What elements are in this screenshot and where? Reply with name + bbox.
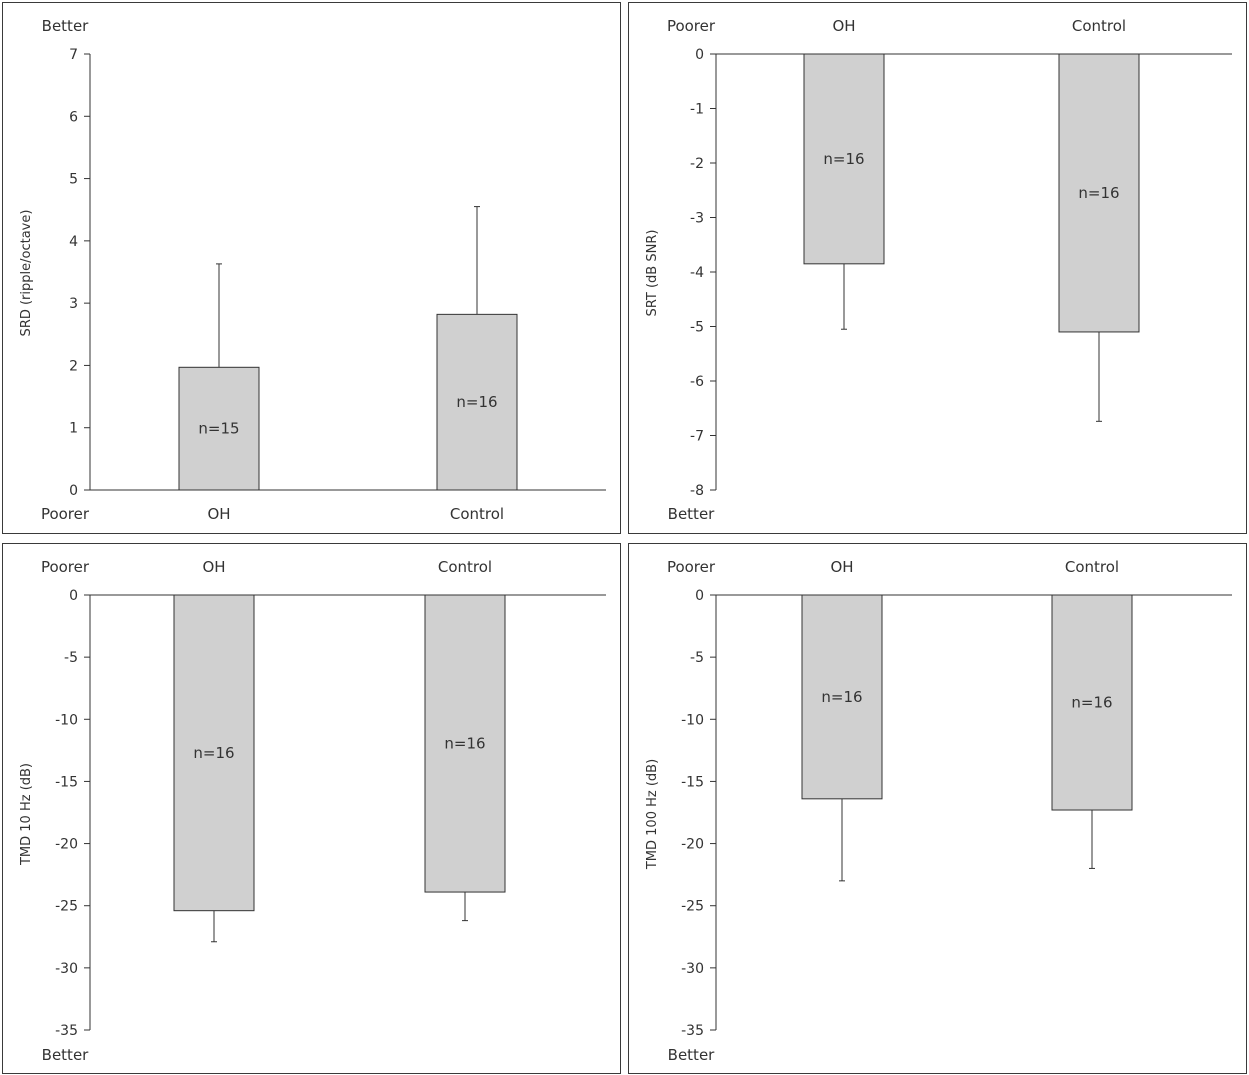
direction-label-top: Poorer [667, 17, 716, 35]
direction-label-bottom: Better [42, 1046, 90, 1064]
bar-n-label: n=16 [444, 735, 485, 753]
bar-n-label: n=16 [821, 688, 862, 706]
y-tick-label: -7 [690, 429, 704, 445]
y-tick-label: -15 [681, 774, 704, 790]
bar-control [1051, 594, 1133, 811]
y-tick-label: 5 [69, 172, 78, 188]
y-tick-label: -4 [690, 265, 704, 281]
bar-control [1058, 53, 1140, 333]
direction-label-bottom: Poorer [41, 505, 90, 523]
y-tick-label: -20 [55, 837, 78, 853]
direction-label-top: Better [42, 17, 90, 35]
bar-oh [803, 53, 885, 265]
bar-n-label: n=16 [823, 150, 864, 168]
y-axis-title: SRD (ripple/octave) [19, 210, 34, 337]
y-tick-label: -10 [681, 712, 704, 728]
y-tick-label: -30 [55, 961, 78, 977]
y-tick-label: -20 [681, 837, 704, 853]
category-label-control: Control [1065, 558, 1119, 576]
category-label-control: Control [438, 558, 492, 576]
chart-tmd-100hz: 0 -5 -10 -15 -20 -25 -30 -35 TMD 100 Hz (dB) Poor… [645, 558, 1232, 1064]
category-label-oh: OH [830, 558, 853, 576]
y-tick-label: 2 [69, 358, 78, 374]
y-tick-label: 4 [69, 234, 78, 250]
y-tick-label: 7 [69, 47, 78, 63]
y-tick-label: -25 [55, 899, 78, 915]
y-tick-label: 1 [69, 421, 78, 437]
category-label-oh: OH [202, 558, 225, 576]
bar-oh [178, 366, 260, 491]
direction-label-top: Poorer [667, 558, 716, 576]
y-tick-label: -35 [55, 1023, 78, 1039]
y-tick-label: -30 [681, 961, 704, 977]
y-axis-title: SRT (dB SNR) [645, 230, 660, 317]
y-axis-title: TMD 10 Hz (dB) [19, 763, 34, 866]
y-tick-label: 6 [69, 109, 78, 125]
bar-n-label: n=15 [198, 420, 239, 438]
category-label-control: Control [1072, 17, 1126, 35]
chart-srt: 0 -1 -2 -3 -4 -5 -6 -7 -8 SRT (dB SNR) Poorer Bette… [645, 17, 1232, 523]
category-label-control: Control [450, 505, 504, 523]
y-tick-label: -3 [690, 211, 704, 227]
direction-label-bottom: Better [668, 505, 716, 523]
bar-n-label: n=16 [456, 393, 497, 411]
category-label-oh: OH [832, 17, 855, 35]
y-tick-label: -5 [64, 650, 78, 666]
chart-panel-srd: 0 1 2 3 4 5 6 7 SRD (ripple/octave) Better Poorer n… [2, 2, 621, 534]
bar-oh [173, 594, 255, 912]
y-tick-label: 0 [695, 588, 704, 604]
direction-label-bottom: Better [668, 1046, 716, 1064]
y-tick-label: 0 [69, 588, 78, 604]
bar-oh [801, 594, 883, 800]
y-tick-label: -5 [690, 320, 704, 336]
direction-label-top: Poorer [41, 558, 90, 576]
y-tick-label: 3 [69, 296, 78, 312]
y-tick-label: -25 [681, 899, 704, 915]
bar-control [436, 313, 518, 491]
y-tick-label: -35 [681, 1023, 704, 1039]
y-tick-label: -5 [690, 650, 704, 666]
y-tick-label: 0 [695, 47, 704, 63]
category-label-oh: OH [207, 505, 230, 523]
y-tick-label: -6 [690, 374, 704, 390]
chart-panel-srt: 0 -1 -2 -3 -4 -5 -6 -7 -8 SRT (dB SNR) Poorer Bette… [628, 2, 1247, 534]
y-tick-label: -2 [690, 156, 704, 172]
chart-panel-tmd-10hz: 0 -5 -10 -15 -20 -25 -30 -35 TMD 10 Hz (dB) Poore… [2, 543, 621, 1074]
chart-tmd-10hz: 0 -5 -10 -15 -20 -25 -30 -35 TMD 10 Hz (dB) Poore… [19, 558, 606, 1064]
y-axis-title: TMD 100 Hz (dB) [645, 759, 660, 870]
bar-n-label: n=16 [193, 744, 234, 762]
y-tick-label: 0 [69, 483, 78, 499]
y-tick-label: -15 [55, 774, 78, 790]
y-tick-label: -10 [55, 712, 78, 728]
chart-srd: 0 1 2 3 4 5 6 7 SRD (ripple/octave) Better Poorer n… [19, 17, 606, 523]
bar-n-label: n=16 [1071, 694, 1112, 712]
y-tick-label: -1 [690, 102, 704, 118]
bar-control [424, 594, 506, 893]
y-tick-label: -8 [690, 483, 704, 499]
bar-n-label: n=16 [1078, 184, 1119, 202]
chart-panel-tmd-100hz: 0 -5 -10 -15 -20 -25 -30 -35 TMD 100 Hz (dB) Poor… [628, 543, 1247, 1074]
